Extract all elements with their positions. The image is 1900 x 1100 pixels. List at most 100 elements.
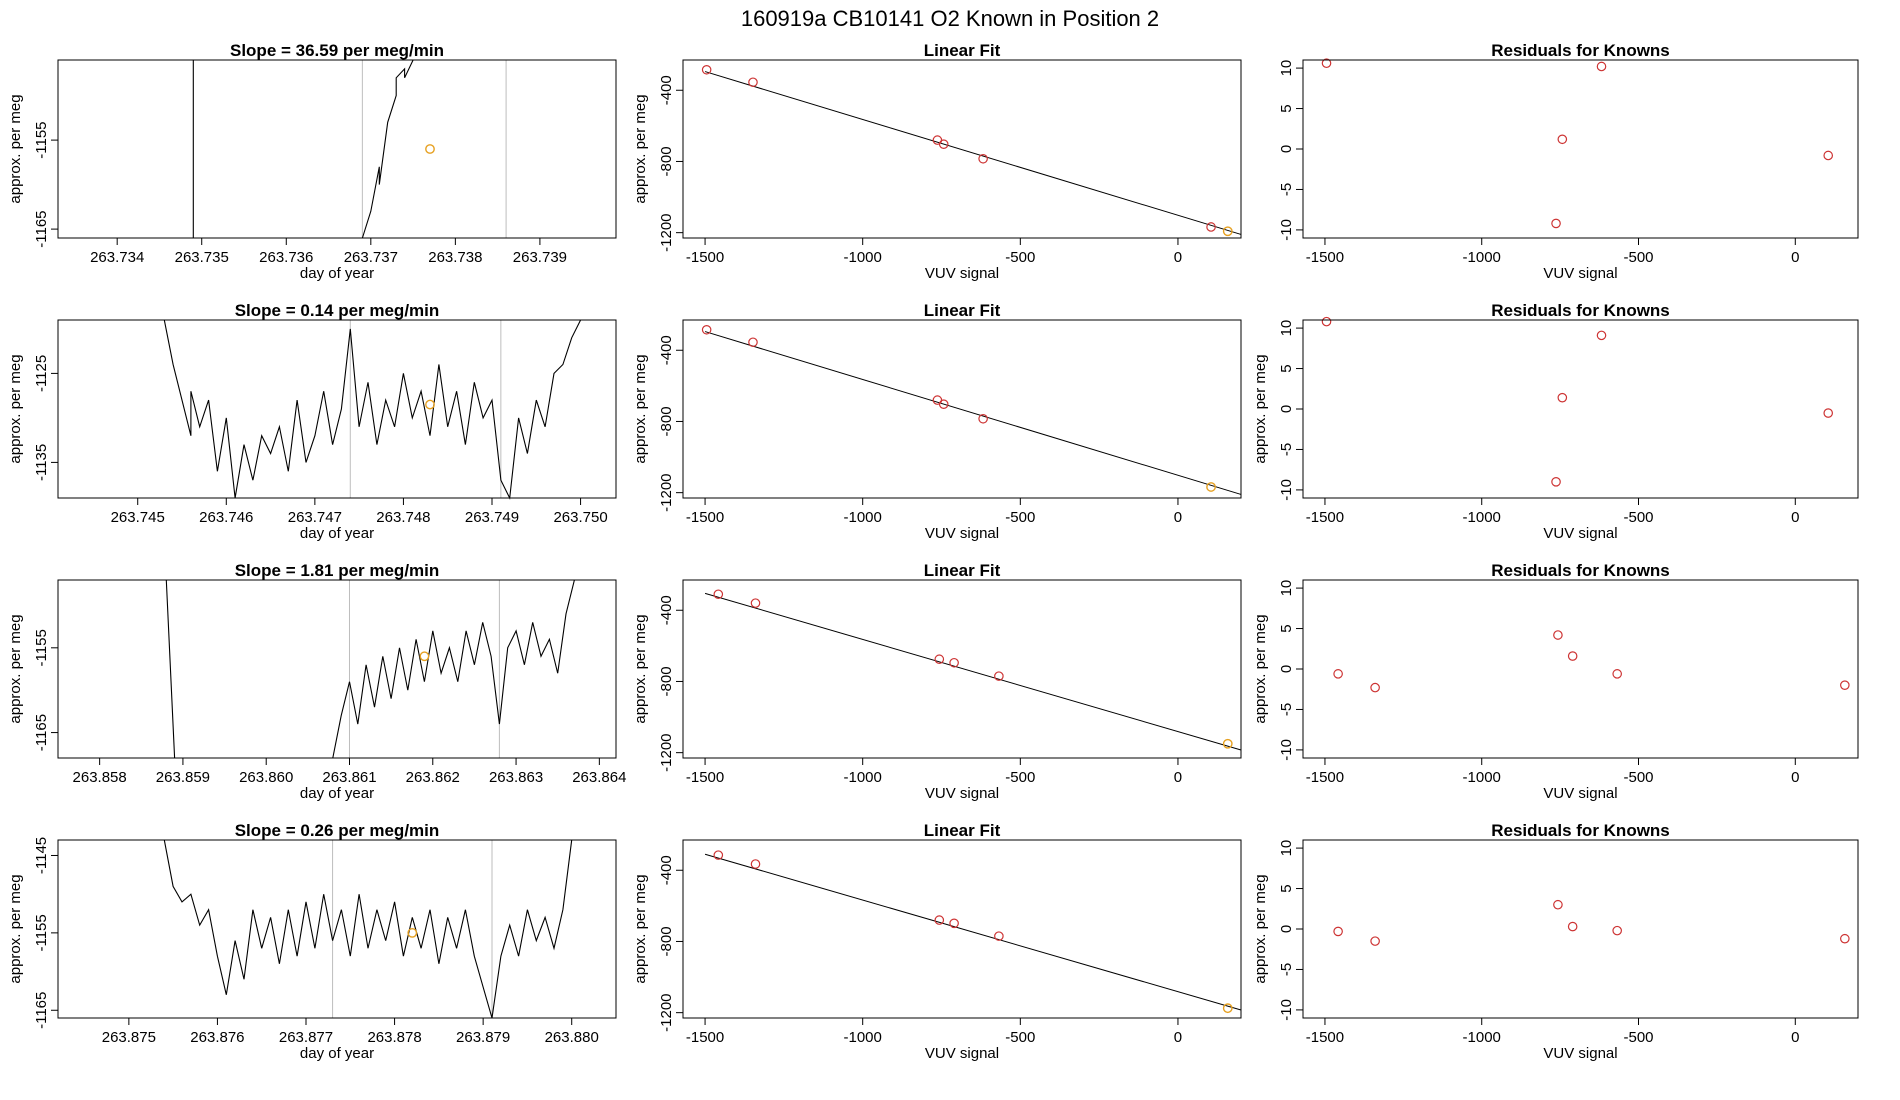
x-tick-label: 263.858: [73, 769, 127, 786]
data-point: [1823, 408, 1834, 418]
data-point: [994, 931, 1004, 941]
x-tick-label: -1000: [1463, 509, 1501, 526]
trace-line: [165, 579, 575, 759]
data-point: [1553, 630, 1563, 640]
x-tick-label: -1500: [686, 1029, 724, 1046]
y-axis-label: approx. per meg: [632, 354, 649, 463]
panel-resid-row-3: Residuals for Knowns -1500 -1000 -500 0 10 5 0 -…: [1252, 561, 1859, 802]
x-tick-label: -500: [1005, 509, 1035, 526]
y-tick-label: -800: [658, 146, 675, 176]
x-tick-label: 263.738: [428, 249, 482, 266]
panel-title: Linear Fit: [924, 41, 1001, 60]
x-tick-label: 263.748: [376, 509, 430, 526]
y-tick-label: 10: [1278, 60, 1295, 77]
highlight-point: [1222, 226, 1233, 237]
y-tick-label: -800: [658, 926, 675, 956]
y-tick-label: -10: [1278, 739, 1295, 761]
panel-title: Residuals for Knowns: [1491, 41, 1670, 60]
data-point: [750, 859, 761, 869]
data-point: [701, 64, 712, 75]
data-point: [1557, 134, 1568, 145]
x-tick-label: 0: [1174, 509, 1182, 526]
x-tick-label: 263.736: [259, 249, 313, 266]
x-tick-label: 263.746: [199, 509, 253, 526]
current-point: [419, 651, 430, 662]
current-point: [425, 399, 435, 410]
page-title: 160919a CB10141 O2 Known in Position 2: [741, 6, 1159, 31]
panel-title: Slope = 0.14 per meg/min: [235, 301, 440, 320]
y-tick-label: -1200: [658, 473, 675, 511]
x-tick-label: 263.749: [465, 509, 519, 526]
data-point: [1596, 330, 1607, 341]
plot-frame: [57, 319, 617, 499]
x-axis-label: day of year: [300, 1045, 374, 1062]
y-axis-label: approx. per meg: [1252, 354, 1269, 463]
fit-line: [704, 592, 1242, 751]
y-tick-label: -400: [658, 335, 675, 365]
x-tick-label: 263.879: [456, 1029, 510, 1046]
y-axis-label: approx. per meg: [7, 614, 24, 723]
panel-trace-row-2: Slope = 0.14 per meg/min 263.745 263.746 26…: [7, 301, 617, 542]
y-tick-label: -1200: [658, 733, 675, 771]
x-tick-label: 263.745: [111, 509, 165, 526]
x-tick-label: 263.875: [102, 1029, 156, 1046]
x-tick-label: -500: [1623, 1029, 1653, 1046]
panel-resid-row-4: Residuals for Knowns -1500 -1000 -500 0 10 5 0 -…: [1252, 821, 1859, 1062]
x-tick-label: 263.880: [545, 1029, 599, 1046]
x-tick-label: 0: [1174, 249, 1182, 266]
y-tick-label: 5: [1278, 884, 1295, 892]
data-point: [978, 153, 988, 164]
panel-title: Residuals for Knowns: [1491, 561, 1670, 580]
y-tick-label: -1155: [33, 121, 50, 158]
x-tick-label: 263.739: [513, 249, 567, 266]
x-tick-label: 263.859: [156, 769, 210, 786]
x-tick-label: 263.864: [572, 769, 626, 786]
data-point: [994, 671, 1004, 681]
panel-title: Linear Fit: [924, 301, 1001, 320]
x-tick-label: 263.862: [406, 769, 460, 786]
plot-frame: [682, 59, 1242, 239]
x-tick-label: -1500: [1306, 769, 1344, 786]
data-point: [1823, 150, 1834, 161]
y-tick-label: -800: [658, 406, 675, 436]
y-tick-label: -1145: [33, 837, 50, 874]
x-axis-label: day of year: [300, 785, 374, 802]
x-tick-label: -1000: [844, 249, 882, 266]
y-tick-label: -10: [1278, 219, 1295, 241]
panel-title: Slope = 36.59 per meg/min: [230, 41, 444, 60]
x-tick-label: -500: [1005, 769, 1035, 786]
x-axis-label: VUV signal: [1543, 525, 1617, 542]
data-point: [1612, 925, 1622, 936]
data-point: [1206, 222, 1216, 232]
data-point: [1551, 477, 1561, 487]
data-point: [1567, 651, 1578, 661]
current-point: [407, 927, 418, 938]
y-tick-label: -1165: [33, 992, 50, 1029]
data-point: [1612, 669, 1622, 679]
y-tick-label: 0: [1278, 925, 1295, 933]
y-tick-label: 0: [1278, 405, 1295, 413]
x-tick-label: -1000: [1463, 249, 1501, 266]
y-tick-label: -1155: [33, 914, 50, 951]
panel-trace-row-1: Slope = 36.59 per meg/min 263.734 263.735 2…: [7, 41, 617, 282]
y-tick-label: 0: [1278, 145, 1295, 153]
highlight-point: [1222, 738, 1233, 749]
panel-fit-row-2: Linear Fit -1500 -1000 -500 0 -400 -800 -1200 VU…: [632, 301, 1242, 542]
x-tick-label: 0: [1791, 1029, 1799, 1046]
x-tick-label: 263.861: [322, 769, 376, 786]
y-tick-label: -5: [1278, 443, 1295, 456]
panel-resid-row-1: Residuals for Knowns -1500 -1000 -500 0 10 5 0 -…: [1278, 41, 1859, 282]
data-point: [1333, 926, 1343, 937]
x-tick-label: 263.878: [367, 1029, 421, 1046]
highlight-point: [1206, 482, 1216, 492]
plot-frame: [57, 839, 617, 1019]
x-tick-label: 263.735: [175, 249, 229, 266]
y-tick-label: 10: [1278, 580, 1295, 597]
data-point: [1557, 392, 1568, 403]
fit-line: [704, 853, 1242, 1011]
y-tick-label: -1165: [33, 714, 50, 751]
y-tick-label: -1165: [33, 210, 50, 247]
x-tick-label: 0: [1791, 769, 1799, 786]
x-tick-label: -1500: [686, 509, 724, 526]
